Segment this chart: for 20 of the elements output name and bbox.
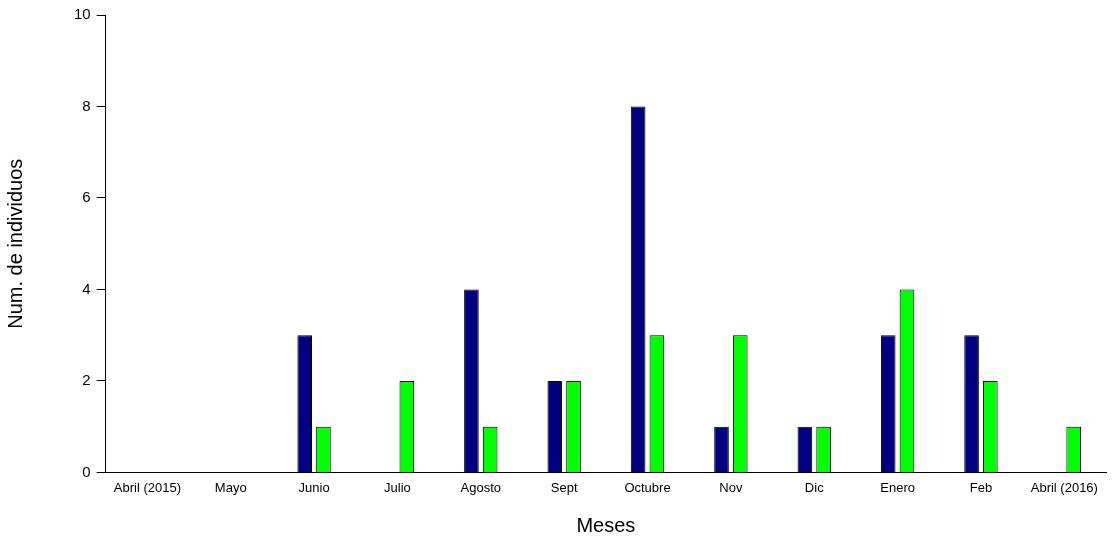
y-tick-label: 0 xyxy=(82,462,91,480)
y-tick-label: 2 xyxy=(82,371,91,389)
x-tick-label: Junio xyxy=(298,479,330,495)
x-tick-label: Nov xyxy=(719,479,743,495)
x-tick-label: Agosto xyxy=(460,479,502,495)
x-tick-label: Sept xyxy=(550,479,578,495)
x-tick-label: Feb xyxy=(969,479,993,495)
y-tick-label: 6 xyxy=(82,188,91,206)
x-tick-label: Dic xyxy=(804,479,825,495)
y-axis-title: Num. de individuos xyxy=(3,158,26,329)
x-tick-label: Abril (2015) xyxy=(113,479,181,495)
x-tick-label: Abril (2016) xyxy=(1030,479,1098,495)
x-tick-label: Julio xyxy=(384,479,411,495)
x-tick-label: Octubre xyxy=(624,479,671,495)
x-axis-title: Meses xyxy=(576,513,636,536)
y-tick-label: 8 xyxy=(82,96,91,114)
y-tick-label: 4 xyxy=(82,279,91,297)
x-tick-label: Enero xyxy=(880,479,915,495)
y-tick-label: 10 xyxy=(74,5,91,23)
x-tick-label: Mayo xyxy=(214,479,247,495)
